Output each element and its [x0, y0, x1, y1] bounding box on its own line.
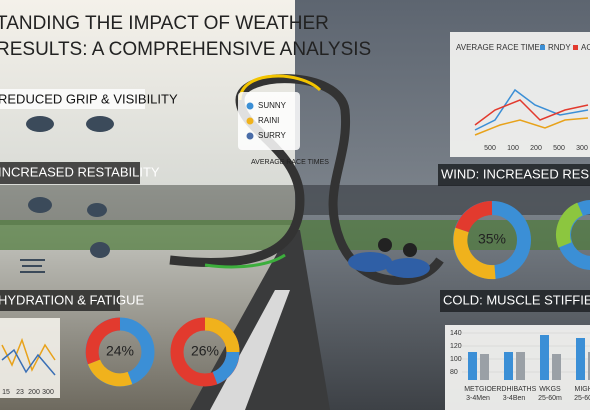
x-tick-label: 100 [507, 145, 519, 152]
bar [480, 354, 489, 380]
legend-swatch [246, 117, 254, 125]
x-tick-label: 300 [576, 145, 588, 152]
legend-label: SUNNY [258, 101, 287, 110]
line [474, 88, 589, 131]
x-tick-label: 3-4Ben [503, 395, 526, 402]
x-tick-label: MIGHE [575, 386, 590, 393]
x-tick-label: 200 [28, 389, 40, 396]
motorcycles [348, 238, 430, 278]
bar [504, 352, 513, 380]
caption: AVERAGE RACE TIMES [251, 159, 329, 166]
bar [468, 352, 477, 380]
x-tick-label: 23 [16, 389, 24, 396]
y-tick-label: 120 [450, 343, 462, 350]
legend-box [238, 92, 300, 150]
title: RESULTS: A COMPREHENSIVE ANALYSIS [0, 39, 371, 60]
track-highlight [238, 74, 322, 101]
panel-heading: WIND: INCREASED RESISTANCE & [441, 166, 590, 181]
x-tick-label: 15 [2, 389, 10, 396]
legend-swatch [573, 45, 578, 50]
panel-heading: REDUCED GRIP & VISIBILITY [0, 91, 178, 106]
y-tick-label: 140 [450, 330, 462, 337]
bar [516, 352, 525, 380]
x-tick-label: 500 [484, 145, 496, 152]
donut [453, 200, 590, 280]
bar [576, 338, 585, 380]
panel-band [438, 164, 590, 186]
legend-swatch [246, 132, 254, 140]
panel-band [0, 89, 145, 109]
x-tick-label: METGIO [464, 386, 492, 393]
y-tick-label: 100 [450, 356, 462, 363]
legend-swatch [540, 45, 545, 50]
panel-heading: COLD: MUSCLE STIFFIES & HY [443, 292, 590, 307]
panel-band [440, 290, 590, 312]
bar [588, 352, 590, 380]
bar [552, 354, 561, 380]
x-tick-label: 200 [530, 145, 542, 152]
x-tick-label: 300 [42, 389, 54, 396]
chart-panel [0, 318, 60, 398]
panel-heading: HYDRATION & FATIGUE [0, 292, 144, 307]
panel-heading: INCREASED RESTABILITY [0, 164, 160, 179]
x-tick-label: 500 [553, 145, 565, 152]
line [1, 348, 56, 376]
panel-band [0, 162, 140, 184]
track-loop [169, 74, 444, 285]
donut-label: 24% [106, 343, 134, 359]
legend-label: SURRY [258, 131, 287, 140]
legend-label: RNDY [548, 43, 571, 52]
title: TANDING THE IMPACT OF WEATHER [0, 13, 329, 34]
line [474, 99, 589, 126]
track-highlight [204, 253, 286, 269]
x-tick-label: WKGS [539, 386, 561, 393]
y-tick-label: 80 [450, 369, 458, 376]
x-tick-label: 25-60m [538, 395, 562, 402]
donut-label: 35% [478, 231, 506, 247]
line [474, 117, 589, 136]
donut-label: 26% [191, 343, 219, 359]
curb [210, 290, 290, 410]
line [1, 337, 56, 372]
panel-band [0, 290, 120, 311]
legend-swatch [246, 102, 254, 110]
x-tick-label: 3-4Men [466, 395, 490, 402]
x-tick-label: 25-60m [574, 395, 590, 402]
legend-label: RAINI [258, 116, 279, 125]
cloud-icons [20, 116, 114, 273]
legend-label: AC [581, 43, 590, 52]
grandstand [295, 185, 590, 215]
donut [85, 317, 155, 387]
x-tick-label: ERDHIBATHS [492, 386, 537, 393]
chart-title: AVERAGE RACE TIMES [456, 43, 545, 52]
donut [170, 317, 240, 387]
bar [540, 335, 549, 380]
